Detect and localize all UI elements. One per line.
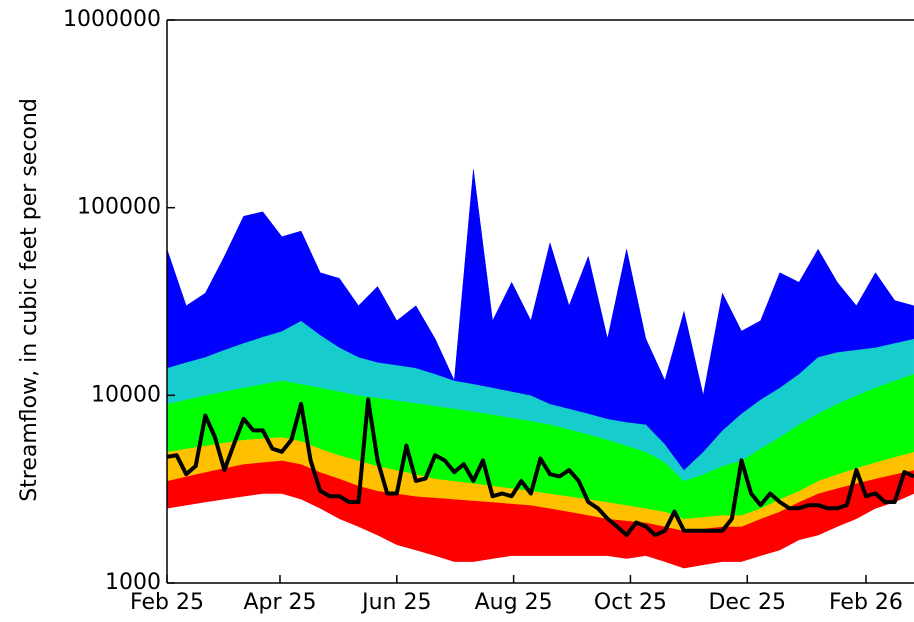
x-tick-label: Oct 25	[594, 590, 667, 615]
x-tick-label: Feb 25	[130, 590, 204, 615]
y-tick-label: 1000	[105, 570, 161, 595]
y-tick-label: 10000	[91, 382, 161, 407]
y-tick-label: 1000000	[63, 7, 161, 32]
streamflow-line	[166, 397, 914, 538]
x-tick-label: Jun 25	[360, 590, 431, 615]
x-tick-label: Apr 25	[243, 590, 316, 615]
x-tick-label: Aug 25	[475, 590, 553, 615]
y-axis-label: Streamflow, in cubic feet per second	[17, 98, 42, 502]
x-tick-label: Dec 25	[708, 590, 786, 615]
y-tick-label: 100000	[77, 195, 161, 220]
x-tick-label: Feb 26	[829, 590, 903, 615]
